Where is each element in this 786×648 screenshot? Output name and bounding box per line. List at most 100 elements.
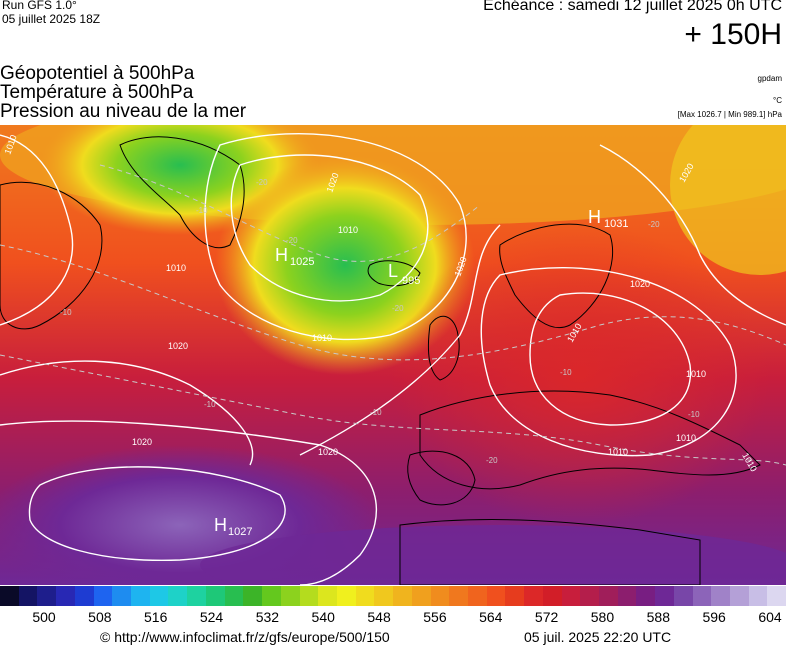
pressure-center-value: 995 [402, 275, 420, 287]
isobar-1020-greenland [230, 154, 429, 302]
isobar-label: 1010 [608, 447, 628, 457]
colorbar-swatch [131, 586, 150, 606]
colorbar-swatch [673, 586, 693, 606]
colorbar-swatch [355, 586, 375, 606]
colorbar-swatch [280, 586, 300, 606]
pressure-center-symbol: H [275, 245, 288, 265]
isobar-1010-west [0, 360, 254, 466]
coastline-iberia [407, 450, 476, 506]
isotherm-label: -10 [204, 400, 216, 409]
colorbar-swatch [580, 586, 599, 606]
isobar-label: 1020 [132, 437, 152, 447]
colorbar-tick-label: 540 [311, 609, 335, 625]
title-temperature: Température à 500hPa [0, 82, 194, 103]
colorbar-tick-label: 516 [144, 609, 168, 625]
colorbar-swatch [599, 586, 618, 606]
pressure-center-symbol: H [588, 207, 601, 227]
colorbar-swatch [486, 586, 506, 606]
isotherm-label: -10 [370, 408, 382, 417]
colorbar-tick-label: 556 [423, 609, 447, 625]
isobar-label: 1010 [676, 433, 696, 443]
isotherm-label: -20 [486, 456, 498, 465]
colorbar-tick-label: 508 [88, 609, 112, 625]
credit-timestamp: 05 juil. 2025 22:20 UTC [524, 629, 672, 645]
colorbar-swatch [655, 586, 674, 606]
isobars [0, 133, 786, 586]
coastline-scandinavia [499, 223, 614, 329]
yellow-band-east [670, 95, 786, 275]
colorbar-swatch [318, 586, 337, 606]
isobar-1020-atlantic [28, 466, 286, 562]
isotherm-3 [99, 164, 481, 262]
colorbar-swatch [524, 586, 543, 606]
run-model-label: Run GFS 1.0° [2, 0, 77, 12]
colorbar-swatch [467, 586, 487, 606]
isobar-label: 1020 [168, 341, 188, 351]
pressure-center-high-scandinavia: H 1031 [588, 207, 628, 230]
colorbar-swatch [299, 586, 319, 606]
colorbar-tick-label: 604 [758, 609, 782, 625]
isotherm-1 [0, 244, 786, 361]
isotherms [0, 164, 786, 466]
isobar-label: 1010 [686, 369, 706, 379]
weather-map[interactable]: H 1031 H 1025 L 995 H 1027 1010 1020 101… [0, 85, 786, 605]
colorbar-tick-label: 524 [199, 609, 224, 625]
isobar-1010-north [0, 134, 74, 326]
colorbar-swatch [168, 586, 188, 606]
colorbar-swatch [730, 586, 749, 606]
colorbar-swatch [93, 586, 113, 606]
pressure-center-value: 1031 [604, 218, 628, 230]
colorbar-tick-label: 572 [534, 609, 559, 625]
colorbar-swatch [711, 586, 731, 606]
colorbar-swatch [262, 586, 281, 606]
colorbar-swatch [149, 586, 169, 606]
colorbar-swatch [0, 586, 19, 606]
colorbar-swatch [748, 586, 768, 606]
valid-time-label: Echéance : samedi 12 juillet 2025 0h UTC [483, 0, 782, 14]
colorbar-swatch [411, 586, 431, 606]
isotherm-label: -10 [60, 308, 72, 317]
red-ridge-europe [390, 225, 770, 525]
coastline-greenland [119, 136, 245, 249]
isotherm-label: -20 [286, 236, 298, 245]
isobar-label: 1020 [630, 279, 650, 289]
colorbar-tick-label: 564 [479, 609, 503, 625]
pressure-center-high-atlantic: H 1027 [214, 515, 252, 538]
colorbar-swatch [336, 586, 356, 606]
unit-pressure-range: [Max 1026.7 | Min 989.1] hPa [677, 110, 782, 119]
colorbar-swatch [187, 586, 206, 606]
isotherm-label: -20 [392, 304, 404, 313]
isotherm-label: -20 [648, 220, 660, 229]
weather-map-svg: H 1031 H 1025 L 995 H 1027 1010 1020 101… [0, 85, 786, 605]
title-geopotential: Géopotentiel à 500hPa [0, 63, 195, 84]
isobar-1020-europe [529, 292, 692, 426]
colorbar-swatch [374, 586, 394, 606]
colorbar-tick-label: 596 [702, 609, 726, 625]
colorbar-tick-label: 580 [590, 609, 615, 625]
coastline-north-america [0, 181, 103, 330]
colorbar-swatch [56, 586, 75, 606]
title-pressure: Pression au niveau de la mer [0, 101, 247, 122]
colorbar-ticks: 500 508 516 524 532 540 548 556 564 572 580 588 596 6… [0, 609, 786, 627]
colorbar-tick-label: 532 [255, 609, 280, 625]
colorbar-swatch [505, 586, 525, 606]
coastline-north-africa [399, 519, 701, 586]
colorbar-swatch [449, 586, 468, 606]
pressure-center-symbol: H [214, 515, 227, 535]
colorbar-swatch [205, 586, 225, 606]
coastlines [0, 136, 761, 586]
isobar-label: 1010 [166, 263, 186, 273]
colorbar-swatch [767, 586, 786, 606]
pressure-centers: H 1031 H 1025 L 995 H 1027 [214, 207, 628, 538]
colorbar-swatch [74, 586, 94, 606]
colorbar-swatch [243, 586, 263, 606]
isobar-1010-iceland [204, 133, 467, 341]
colorbar-swatch [542, 586, 562, 606]
pressure-center-symbol: L [388, 261, 398, 281]
credit-url: © http://www.infoclimat.fr/z/gfs/europe/… [100, 629, 390, 645]
colorbar-swatch [393, 586, 412, 606]
lead-time-label: + 150H [684, 18, 782, 51]
colorbar-swatch [561, 586, 581, 606]
colorbar-swatch [617, 586, 637, 606]
isotherm-label: -10 [688, 410, 700, 419]
